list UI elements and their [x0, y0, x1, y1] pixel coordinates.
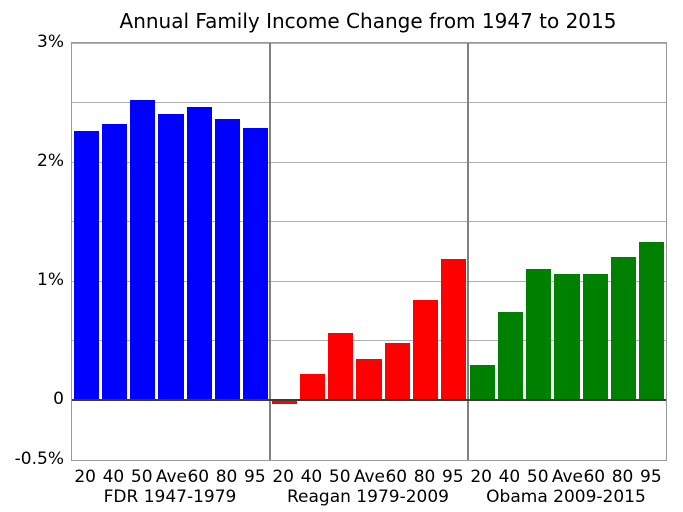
y-tick-label: 1%: [37, 270, 64, 291]
bar-reagan-40: [299, 374, 326, 401]
bar-fdr-40: [101, 124, 128, 401]
bar-fdr-20: [73, 131, 99, 401]
x-tick-label: 95: [442, 467, 464, 487]
x-tick-label: 20: [272, 467, 294, 487]
x-tick-label: 60: [187, 467, 210, 487]
y-tick-label: -0.5%: [14, 449, 64, 469]
x-tick-label: 95: [244, 467, 266, 487]
x-tick-label: 50: [130, 467, 153, 487]
gridline-0.5pct: [72, 340, 666, 342]
gridline-1pct: [72, 280, 666, 282]
gridline-2.5pct: [72, 102, 666, 104]
bar-fdr-60: [186, 107, 212, 401]
x-tick-label: 60: [385, 467, 408, 487]
bar-obama-80: [610, 257, 637, 401]
bar-obama-50: [526, 269, 552, 401]
bar-reagan-80: [412, 300, 439, 401]
x-tick-label: 50: [526, 467, 549, 487]
bar-fdr-80: [214, 119, 241, 401]
x-tick-label: 50: [328, 467, 351, 487]
bar-reagan-60: [384, 343, 410, 401]
bar-reagan-20: [271, 400, 297, 404]
x-tick-label: 95: [640, 467, 662, 487]
x-tick-label: Ave: [353, 467, 385, 487]
y-tick-label: 0: [53, 389, 64, 410]
group-label-obama: Obama 2009-2015: [486, 487, 646, 507]
x-tick-label: 80: [611, 467, 634, 487]
x-tick-label: Ave: [155, 467, 187, 487]
bar-fdr-95: [243, 127, 269, 401]
bar-reagan-Ave: [356, 358, 382, 401]
bar-reagan-95: [441, 258, 467, 401]
group-label-reagan: Reagan 1979-2009: [287, 487, 449, 507]
gridline-3pct: [72, 42, 666, 44]
x-tick-label: 20: [74, 467, 96, 487]
bar-obama-60: [582, 274, 608, 401]
bar-obama-95: [639, 241, 665, 401]
x-tick-label: 40: [300, 467, 323, 487]
bar-obama-20: [469, 364, 495, 401]
gridline-1.5pct: [72, 221, 666, 223]
gridline-2pct: [72, 161, 666, 163]
x-tick-label: 40: [498, 467, 521, 487]
bar-obama-Ave: [554, 274, 580, 401]
bar-fdr-50: [130, 100, 156, 401]
x-tick-label: 80: [413, 467, 436, 487]
x-tick-label: Ave: [551, 467, 583, 487]
bar-reagan-50: [328, 332, 354, 401]
x-tick-label: 60: [583, 467, 606, 487]
x-tick-label: 40: [102, 467, 125, 487]
panel-divider: [467, 43, 469, 460]
x-tick-label: 80: [215, 467, 238, 487]
plot-area: [71, 42, 667, 461]
x-tick-label: 20: [470, 467, 492, 487]
chart-title: Annual Family Income Change from 1947 to…: [119, 9, 617, 33]
bar-fdr-Ave: [158, 114, 184, 401]
y-tick-label: 3%: [37, 32, 64, 52]
group-label-fdr: FDR 1947-1979: [103, 487, 237, 507]
panel-divider: [269, 43, 271, 460]
y-tick-label: 2%: [37, 151, 64, 172]
bar-obama-40: [497, 312, 524, 401]
zero-baseline: [72, 399, 666, 402]
